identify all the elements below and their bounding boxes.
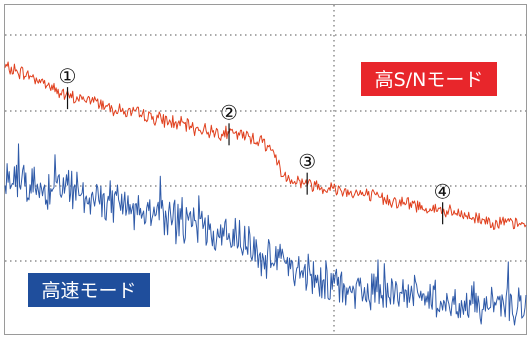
series-line-2 [4, 143, 527, 326]
legend-badge-high-sn: 高S/Nモード [361, 62, 497, 96]
series-layer [4, 61, 527, 326]
legend-badge-high-sn-label: 高S/Nモード [375, 69, 484, 91]
series-line-1 [4, 61, 527, 230]
legend-badge-fast-label: 高速モード [41, 280, 136, 302]
legend-badge-fast-bg [28, 273, 150, 307]
marker-label-3: ③ [298, 150, 316, 174]
marker-layer: ① ② ③ ④ [59, 64, 452, 225]
legend-badge-fast: 高速モード [28, 273, 150, 307]
marker-label-2: ② [220, 100, 238, 124]
legend-badge-high-sn-bg [361, 62, 497, 96]
marker-label-4: ④ [434, 179, 452, 203]
marker-label-1: ① [59, 64, 77, 88]
